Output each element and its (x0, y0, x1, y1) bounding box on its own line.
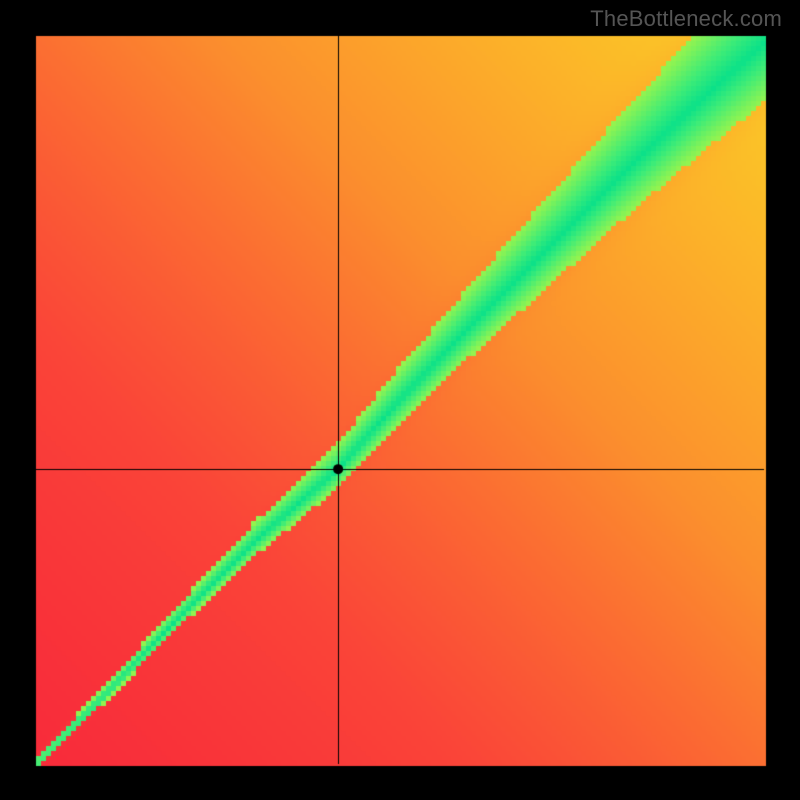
watermark-text: TheBottleneck.com (590, 6, 782, 32)
heatmap-chart (0, 0, 800, 800)
